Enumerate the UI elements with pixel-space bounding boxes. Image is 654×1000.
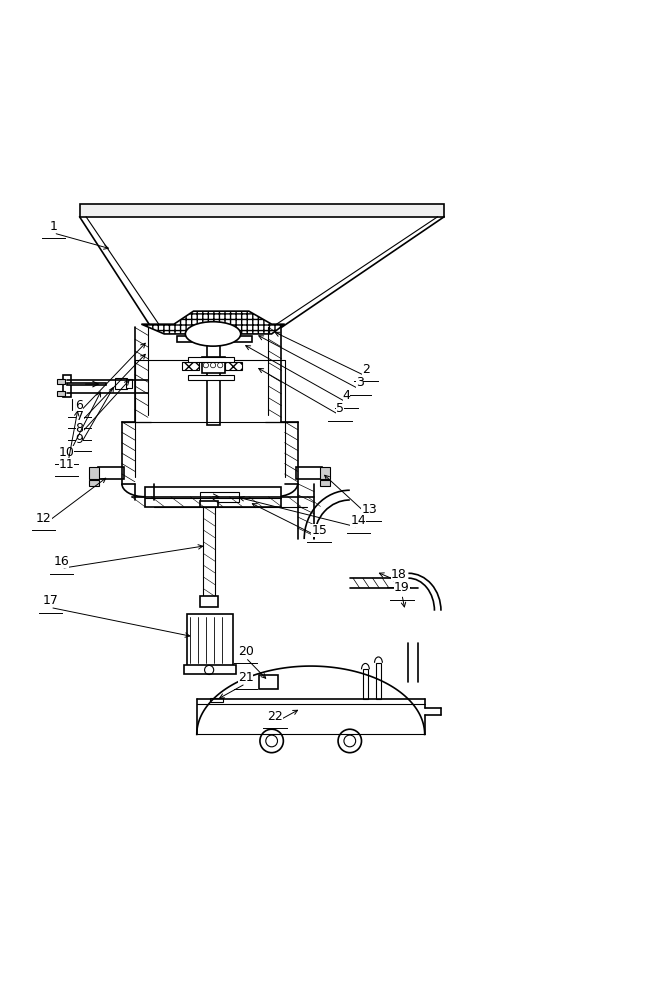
Polygon shape xyxy=(67,383,105,385)
Bar xyxy=(90,480,99,486)
Bar xyxy=(57,379,65,384)
Bar xyxy=(80,204,444,217)
Text: 3: 3 xyxy=(356,376,364,389)
Text: 4: 4 xyxy=(343,389,351,402)
Bar xyxy=(182,362,199,370)
Bar xyxy=(90,467,99,479)
Bar xyxy=(225,362,242,370)
Text: 16: 16 xyxy=(54,555,69,568)
Text: 14: 14 xyxy=(351,514,366,527)
Text: 10: 10 xyxy=(59,446,75,459)
Text: 1: 1 xyxy=(50,220,58,233)
Text: 21: 21 xyxy=(237,671,254,684)
Bar xyxy=(177,336,252,342)
Bar xyxy=(188,357,234,362)
Text: 15: 15 xyxy=(311,524,327,537)
Bar xyxy=(97,467,124,479)
Ellipse shape xyxy=(185,322,241,346)
Bar xyxy=(126,379,131,388)
Bar xyxy=(376,663,381,699)
Bar xyxy=(57,391,65,396)
Bar xyxy=(202,357,225,373)
Text: 22: 22 xyxy=(267,710,283,723)
Bar xyxy=(320,480,330,486)
Polygon shape xyxy=(141,311,284,334)
Text: 13: 13 xyxy=(362,503,377,516)
Text: 9: 9 xyxy=(76,433,84,446)
Text: 11: 11 xyxy=(59,458,75,471)
Text: 18: 18 xyxy=(390,568,407,581)
Bar xyxy=(258,675,278,689)
Bar xyxy=(296,467,322,479)
Text: 20: 20 xyxy=(237,645,254,658)
Bar xyxy=(207,342,220,425)
Text: 19: 19 xyxy=(394,581,410,594)
Bar xyxy=(145,487,281,507)
Text: 2: 2 xyxy=(362,363,370,376)
Text: 5: 5 xyxy=(336,402,344,415)
Text: 6: 6 xyxy=(76,399,84,412)
Text: 8: 8 xyxy=(75,422,84,435)
Text: 7: 7 xyxy=(75,410,84,423)
Bar xyxy=(320,467,330,479)
Text: 17: 17 xyxy=(43,594,58,607)
Bar xyxy=(63,375,71,397)
Bar xyxy=(184,665,236,674)
Bar xyxy=(187,614,233,666)
Bar xyxy=(200,492,239,502)
Bar xyxy=(210,698,223,702)
Bar xyxy=(200,596,218,607)
Bar xyxy=(188,375,234,380)
Bar xyxy=(115,378,127,389)
Bar xyxy=(135,360,284,422)
Bar xyxy=(363,669,368,699)
Text: 12: 12 xyxy=(36,512,52,525)
Bar xyxy=(203,507,215,598)
Bar xyxy=(200,501,218,507)
